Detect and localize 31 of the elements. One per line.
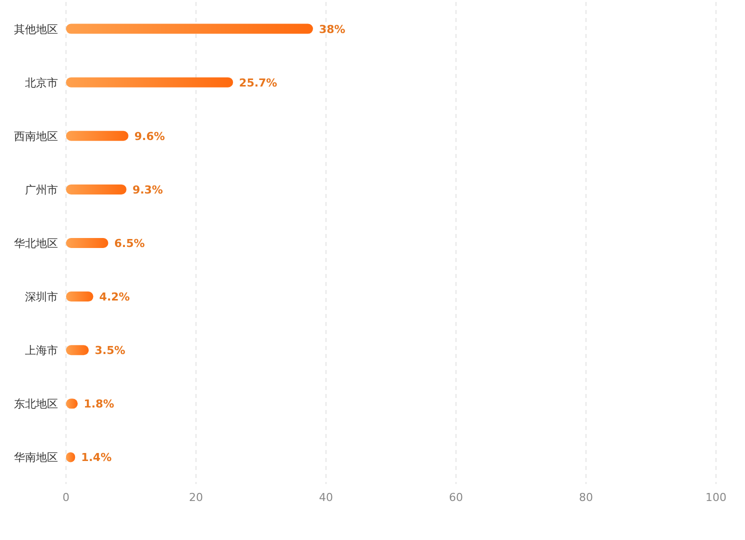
y-tick-label: 广州市	[25, 183, 58, 196]
y-tick-label: 华南地区	[14, 451, 58, 464]
y-tick-label: 其他地区	[14, 22, 58, 36]
x-tick-label: 20	[189, 491, 203, 504]
y-tick-label: 北京市	[25, 76, 58, 90]
x-tick-label: 60	[449, 491, 463, 504]
bar	[66, 77, 234, 88]
x-tick-label: 80	[579, 491, 593, 504]
data-label: 4.2%	[99, 290, 130, 304]
data-label: 9.6%	[134, 130, 165, 143]
data-label: 38%	[319, 22, 346, 36]
y-tick-label: 东北地区	[14, 398, 58, 411]
y-tick-label: 深圳市	[25, 290, 58, 304]
y-tick-label: 上海市	[25, 344, 58, 358]
data-label: 1.4%	[81, 451, 112, 464]
bar	[66, 238, 108, 248]
bar	[66, 130, 128, 141]
bar	[66, 292, 94, 302]
x-tick-label: 0	[62, 491, 70, 504]
bar	[66, 184, 126, 194]
data-label: 3.5%	[94, 344, 126, 358]
y-tick-label: 华北地区	[14, 237, 58, 250]
x-tick-label: 100	[706, 491, 726, 504]
bar	[66, 24, 313, 34]
data-label: 9.3%	[132, 183, 163, 196]
x-tick-label: 40	[319, 491, 333, 504]
bar	[66, 345, 89, 356]
data-label: 6.5%	[114, 237, 145, 250]
data-label: 25.7%	[239, 76, 278, 90]
data-label: 1.8%	[84, 398, 114, 411]
y-tick-label: 西南地区	[14, 130, 58, 143]
